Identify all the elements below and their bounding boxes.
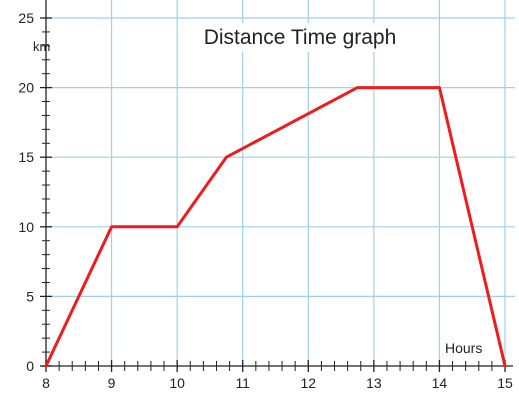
x-axis-label: Hours bbox=[445, 340, 482, 356]
axes bbox=[42, 0, 513, 367]
y-tick-label: 5 bbox=[26, 288, 34, 304]
series bbox=[44, 86, 507, 368]
x-tick-label: 8 bbox=[42, 375, 50, 391]
x-tick-label: 15 bbox=[497, 375, 513, 391]
grid-lines bbox=[46, 0, 515, 366]
x-tick-label: 9 bbox=[108, 375, 116, 391]
y-tick-label: 0 bbox=[26, 358, 34, 374]
ticks bbox=[40, 17, 506, 372]
series-line-0 bbox=[44, 86, 507, 368]
x-tick-label: 11 bbox=[235, 375, 250, 391]
tick-labels: 8 9 10 11 12 13 14 15 0 5 10 15 20 25 bbox=[18, 10, 513, 391]
x-label-background bbox=[442, 339, 486, 357]
x-tick-label: 14 bbox=[432, 375, 448, 391]
y-tick-label: 15 bbox=[18, 149, 34, 165]
y-tick-label: 20 bbox=[18, 80, 34, 96]
x-tick-label: 13 bbox=[366, 375, 382, 391]
x-tick-label: 12 bbox=[300, 375, 316, 391]
title-background bbox=[195, 23, 405, 52]
y-tick-label: 10 bbox=[18, 219, 34, 235]
x-tick-label: 10 bbox=[169, 375, 185, 391]
chart-title: Distance Time graph bbox=[204, 26, 397, 49]
y-axis-label: km bbox=[33, 39, 50, 54]
y-tick-label: 25 bbox=[18, 10, 34, 26]
